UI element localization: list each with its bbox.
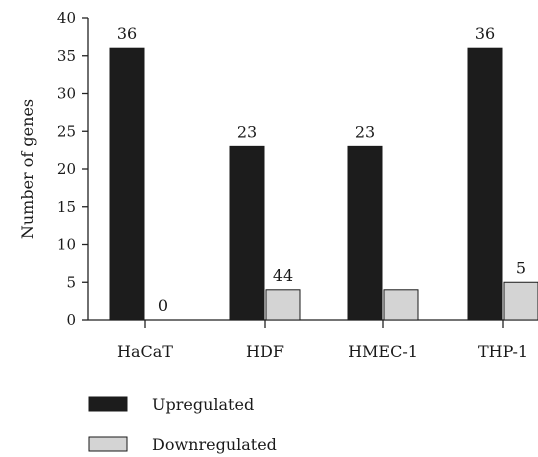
y-tick-label-30: 30: [57, 85, 76, 103]
data-label-downregulated-3: 5: [516, 258, 526, 277]
x-ticks: HaCaT HDF HMEC-1 THP-1: [117, 320, 528, 361]
bar-upregulated-0: [110, 48, 144, 320]
legend-label-upregulated: Upregulated: [152, 395, 254, 414]
y-tick-label-5: 5: [66, 273, 76, 291]
category-label-1: HDF: [246, 342, 284, 361]
y-tick-label-20: 20: [57, 160, 76, 178]
data-label-downregulated-1: 44: [273, 266, 293, 285]
category-label-3: THP-1: [478, 342, 528, 361]
bars: [110, 48, 538, 320]
y-tick-label-0: 0: [66, 311, 76, 329]
bar-downregulated-1: [266, 290, 300, 320]
y-axis-label: Number of genes: [18, 99, 37, 239]
legend-label-downregulated: Downregulated: [152, 435, 277, 454]
y-tick-label-15: 15: [57, 198, 76, 216]
bar-upregulated-2: [348, 146, 382, 320]
category-label-0: HaCaT: [117, 342, 173, 361]
legend-swatch-downregulated: [89, 437, 127, 451]
bar-downregulated-2: [384, 290, 418, 320]
y-tick-label-10: 10: [57, 236, 76, 254]
y-ticks: 0 5 10 15 20 25 30 35 40: [57, 9, 88, 329]
bar-downregulated-3: [504, 282, 538, 320]
y-tick-label-40: 40: [57, 9, 76, 27]
legend-swatch-upregulated: [89, 397, 127, 411]
data-label-upregulated-1: 23: [237, 122, 257, 141]
category-label-2: HMEC-1: [348, 342, 418, 361]
bar-upregulated-1: [230, 146, 264, 320]
data-label-upregulated-0: 36: [117, 24, 137, 43]
data-labels: 36 23 23 36 0 44 5: [117, 24, 526, 315]
data-label-downregulated-0: 0: [158, 296, 168, 315]
data-label-upregulated-2: 23: [355, 122, 375, 141]
legend: Upregulated Downregulated: [89, 395, 277, 454]
data-label-upregulated-3: 36: [475, 24, 495, 43]
bar-upregulated-3: [468, 48, 502, 320]
y-tick-label-25: 25: [57, 122, 76, 140]
y-tick-label-35: 35: [57, 47, 76, 65]
